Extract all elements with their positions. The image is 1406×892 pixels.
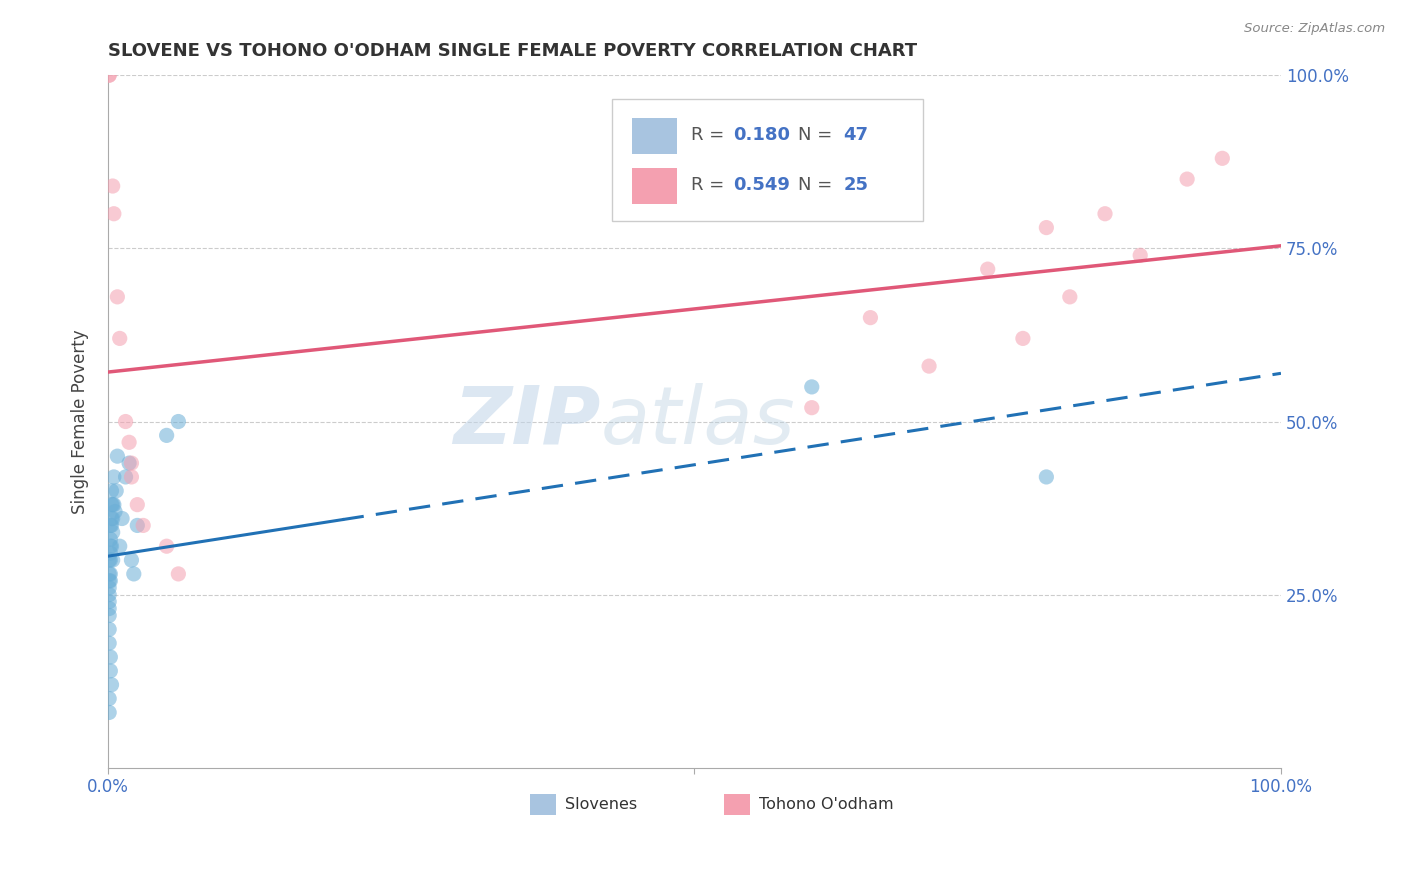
Point (98, 691, 121, 706)
Point (98, 623, 121, 637)
Text: Tohono O'odham: Tohono O'odham (759, 797, 894, 812)
Point (101, 525, 124, 540)
Point (118, 456, 141, 470)
Point (120, 470, 142, 484)
Y-axis label: Single Female Poverty: Single Female Poverty (72, 329, 89, 514)
Point (101, 553, 124, 567)
Point (800, 380, 823, 394)
Point (103, 498, 125, 512)
Point (98, 601, 121, 615)
Point (98, 68, 121, 82)
Point (98, 553, 121, 567)
Point (98, 539, 121, 553)
Point (98, 574, 121, 588)
Point (105, 290, 128, 304)
Point (98, 664, 121, 678)
Point (1211, 151, 1233, 165)
Point (98, 608, 121, 623)
Point (103, 207, 125, 221)
Point (98, 574, 121, 588)
Text: 0.180: 0.180 (733, 126, 790, 144)
Point (1129, 248, 1152, 262)
Point (120, 456, 142, 470)
Point (120, 553, 142, 567)
Point (114, 415, 136, 429)
Point (105, 483, 128, 498)
Point (1035, 470, 1057, 484)
Point (127, 498, 149, 512)
Text: Slovenes: Slovenes (565, 797, 637, 812)
Bar (530, 794, 555, 815)
Text: R =: R = (690, 177, 730, 194)
Point (1059, 290, 1081, 304)
Point (1035, 220, 1057, 235)
Text: N =: N = (797, 126, 838, 144)
Text: SLOVENE VS TOHONO O'ODHAM SINGLE FEMALE POVERTY CORRELATION CHART: SLOVENE VS TOHONO O'ODHAM SINGLE FEMALE … (108, 42, 917, 60)
Point (100, 511, 122, 525)
Point (156, 428, 179, 442)
Point (98, 566, 121, 581)
Text: 47: 47 (844, 126, 869, 144)
Point (100, 678, 122, 692)
Point (105, 449, 128, 463)
Point (132, 518, 155, 533)
Point (127, 518, 149, 533)
Point (101, 511, 124, 525)
Point (167, 566, 190, 581)
Point (98, 581, 121, 595)
Point (98, 533, 121, 547)
Point (859, 310, 882, 325)
Point (101, 498, 124, 512)
Bar (633, 118, 676, 153)
Point (918, 359, 941, 373)
Text: R =: R = (690, 126, 730, 144)
Point (100, 539, 122, 553)
Text: atlas: atlas (600, 383, 796, 460)
Text: N =: N = (797, 177, 838, 194)
Point (167, 415, 190, 429)
Point (98, 566, 121, 581)
Point (111, 511, 134, 525)
Point (98, 706, 121, 720)
Point (1175, 172, 1198, 186)
Point (118, 435, 141, 450)
Point (100, 483, 122, 498)
Text: 25: 25 (844, 177, 869, 194)
Point (800, 401, 823, 415)
Point (108, 331, 131, 345)
Point (1012, 331, 1035, 345)
Point (98, 546, 121, 560)
Bar (724, 794, 749, 815)
Point (100, 498, 122, 512)
Point (104, 505, 127, 519)
Point (98, 594, 121, 608)
Point (98, 518, 121, 533)
Point (108, 539, 131, 553)
FancyBboxPatch shape (613, 99, 924, 220)
Point (1094, 207, 1116, 221)
Point (101, 179, 124, 194)
Text: Source: ZipAtlas.com: Source: ZipAtlas.com (1244, 22, 1385, 36)
Point (156, 539, 179, 553)
Point (103, 470, 125, 484)
Point (122, 566, 145, 581)
Point (98, 68, 121, 82)
Bar (633, 168, 676, 204)
Point (98, 650, 121, 665)
Point (977, 262, 1000, 277)
Text: 0.549: 0.549 (733, 177, 790, 194)
Text: ZIP: ZIP (453, 383, 600, 460)
Point (114, 470, 136, 484)
Point (98, 636, 121, 650)
Point (98, 553, 121, 567)
Point (100, 518, 122, 533)
Point (98, 588, 121, 602)
